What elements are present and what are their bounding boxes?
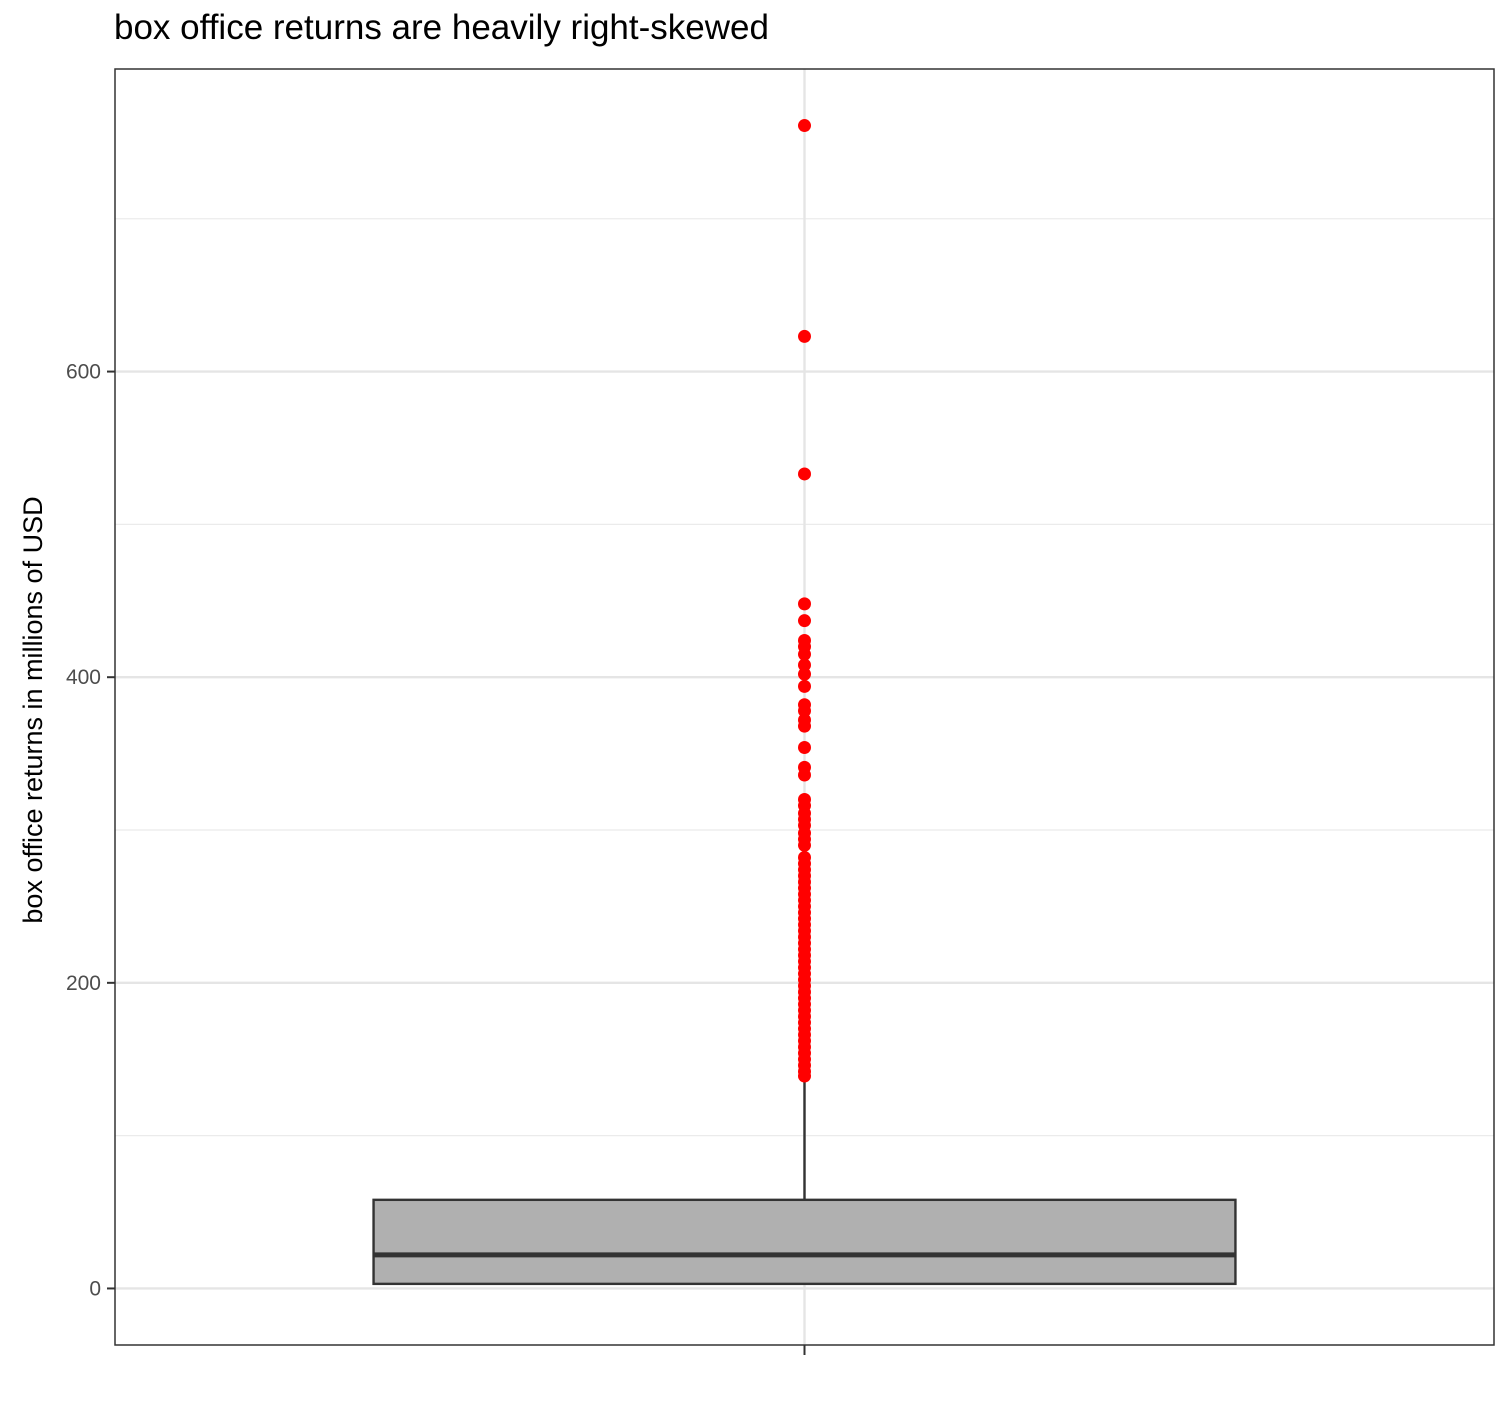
y-tick-label: 600 [66,361,101,384]
outlier-point [798,679,811,693]
outlier-point [798,329,811,343]
outlier-point [798,467,811,481]
outlier-point [798,1069,811,1083]
outlier-point [798,614,811,628]
outlier-point [798,704,811,718]
outlier-point [798,658,811,672]
outlier-point [798,647,811,661]
outlier-point [798,768,811,782]
outlier-point [798,597,811,611]
chart-title: box office returns are heavily right-ske… [114,8,769,47]
outlier-point [798,740,811,754]
outlier-point [798,667,811,681]
outlier-point [798,719,811,733]
outlier-point [798,119,811,133]
y-tick-label: 400 [66,666,101,689]
outlier-point [798,838,811,852]
outlier-points [798,119,811,1083]
y-axis: 0 200 400 600 [66,361,115,1300]
y-tick-label: 0 [89,1277,101,1300]
y-axis-title: box office returns in millions of USD [18,496,48,923]
y-tick-label: 200 [66,972,101,995]
iqr-box [372,1198,1237,1286]
